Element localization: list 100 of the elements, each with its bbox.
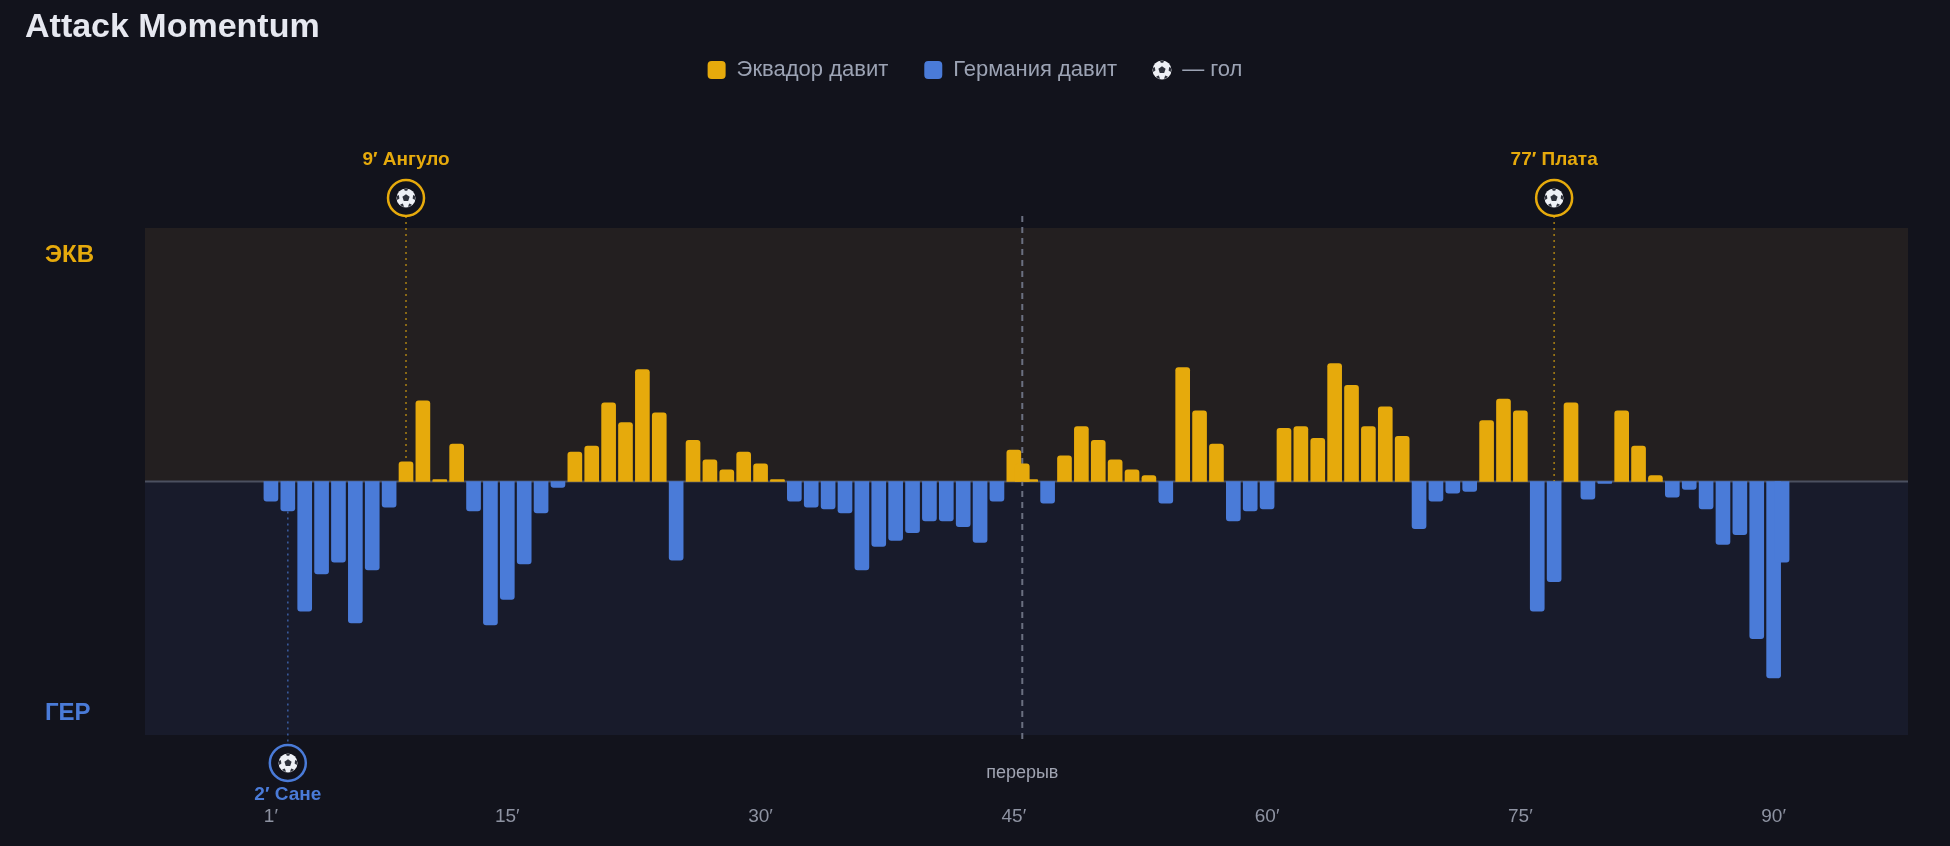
bar xyxy=(499,481,515,600)
band-label: ГЕР xyxy=(45,697,91,725)
bar xyxy=(1040,481,1055,504)
bar xyxy=(1648,475,1663,482)
bar xyxy=(1513,410,1528,482)
bar xyxy=(533,481,549,514)
x-tick-label: 45′ xyxy=(1001,804,1027,826)
ref-line-label: перерыв xyxy=(986,761,1059,782)
bar xyxy=(1563,402,1579,482)
bar xyxy=(888,481,903,541)
bar xyxy=(601,402,616,482)
bar xyxy=(1141,475,1157,482)
legend-label: Эквадор давит xyxy=(736,56,889,82)
bar xyxy=(1428,481,1444,502)
bar xyxy=(1175,367,1191,482)
x-tick-label: 90′ xyxy=(1761,804,1787,826)
bar xyxy=(989,481,1005,502)
bar xyxy=(1597,481,1613,484)
bar xyxy=(922,481,937,522)
bar xyxy=(567,451,583,482)
bar xyxy=(1698,481,1714,510)
bar xyxy=(1074,426,1089,482)
bar xyxy=(1327,363,1342,482)
bar xyxy=(1293,426,1309,482)
x-tick-label: 75′ xyxy=(1508,804,1534,826)
legend-label: Германия давит xyxy=(953,56,1118,82)
bar xyxy=(1158,481,1174,504)
bar xyxy=(1259,481,1275,510)
text: — гол xyxy=(1182,56,1243,82)
bar xyxy=(668,481,684,561)
bar xyxy=(702,459,718,482)
bar xyxy=(1715,481,1731,545)
bar xyxy=(1479,420,1494,482)
bar xyxy=(1226,481,1241,522)
bar xyxy=(1344,384,1359,482)
bar xyxy=(1242,481,1258,512)
bar xyxy=(1276,428,1292,482)
bar xyxy=(1361,426,1376,482)
bar xyxy=(466,481,481,512)
ref-line-label: 9′ Ангуло xyxy=(362,148,450,170)
bar xyxy=(449,443,464,482)
bar xyxy=(314,481,329,575)
bar xyxy=(787,481,802,502)
bar xyxy=(635,369,650,482)
x-tick-label: 1′ xyxy=(263,804,279,826)
bar xyxy=(651,412,667,482)
ref-line-label: 2′ Сане xyxy=(254,783,322,805)
bar xyxy=(1580,481,1596,500)
bar xyxy=(719,469,735,482)
bar xyxy=(415,400,431,482)
bar xyxy=(905,481,920,533)
bar xyxy=(1631,445,1646,482)
bar xyxy=(972,481,988,543)
x-tick-label: 30′ xyxy=(748,804,774,826)
bar xyxy=(736,451,752,482)
bar xyxy=(550,481,566,488)
bar xyxy=(854,481,870,571)
bar xyxy=(516,481,532,565)
bar xyxy=(1529,481,1545,612)
bar xyxy=(803,481,819,508)
bar xyxy=(364,481,380,571)
bar xyxy=(1107,459,1123,482)
bar xyxy=(1310,437,1326,482)
bar xyxy=(348,481,363,624)
bar xyxy=(1614,410,1629,482)
bar xyxy=(938,481,954,522)
bar xyxy=(1462,481,1478,492)
bar xyxy=(1664,481,1680,498)
bar xyxy=(1209,443,1224,482)
bar xyxy=(1411,481,1427,529)
bar xyxy=(1546,481,1562,583)
bar xyxy=(280,481,296,512)
bar xyxy=(297,481,313,612)
bar xyxy=(398,461,414,482)
bar xyxy=(1192,410,1207,482)
bar xyxy=(753,463,768,482)
band-label: ЭКВ xyxy=(45,239,95,267)
bar xyxy=(618,422,633,482)
bar xyxy=(381,481,397,508)
x-tick-label: 15′ xyxy=(494,804,521,826)
bar xyxy=(955,481,971,528)
bar xyxy=(1377,406,1393,482)
bar xyxy=(263,481,279,502)
bar xyxy=(331,481,346,563)
bar xyxy=(871,481,887,547)
bar xyxy=(1445,481,1461,494)
bar xyxy=(1394,435,1410,482)
bar xyxy=(1057,455,1072,482)
bar xyxy=(1496,398,1511,482)
bar xyxy=(584,445,600,482)
ref-line-label: 77′ Плата xyxy=(1510,148,1599,170)
bar xyxy=(1090,439,1106,482)
bar xyxy=(1732,481,1748,535)
bar xyxy=(685,439,701,482)
chart-title: Attack Momentum xyxy=(25,6,320,45)
bar xyxy=(1749,481,1765,640)
bar xyxy=(837,481,853,514)
x-tick-label: 60′ xyxy=(1254,804,1280,826)
bar xyxy=(820,481,836,510)
bar xyxy=(1681,481,1697,490)
